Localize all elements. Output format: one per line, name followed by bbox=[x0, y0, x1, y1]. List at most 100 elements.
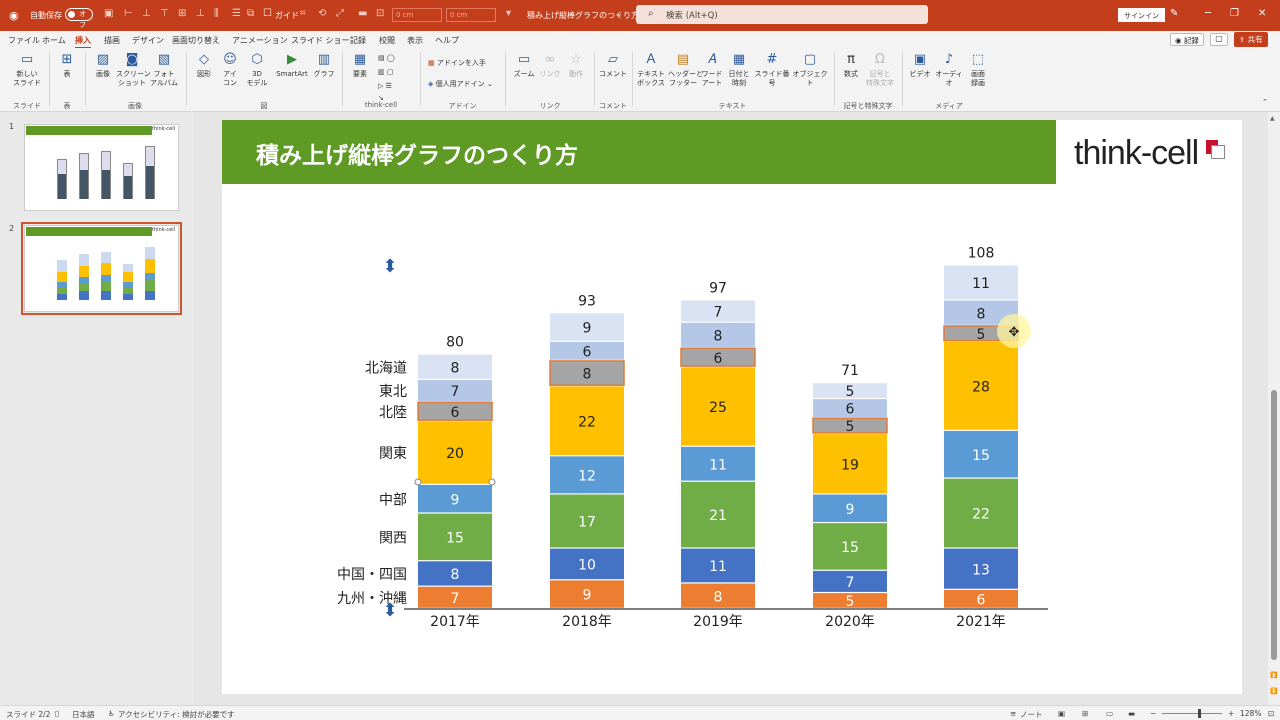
align-left-icon[interactable]: ⊢ bbox=[124, 8, 133, 19]
bar-segment[interactable] bbox=[550, 456, 624, 494]
align-bottom-icon[interactable]: ⊥ bbox=[196, 8, 205, 19]
zoom-out-icon[interactable]: − bbox=[1150, 709, 1157, 718]
comment-button[interactable]: ▱ コメント bbox=[599, 51, 627, 79]
bar-segment[interactable] bbox=[681, 300, 755, 322]
distribute-vertical-icon[interactable]: ☰ bbox=[232, 8, 241, 19]
group-icon[interactable]: ⧉ bbox=[247, 8, 255, 19]
close-icon[interactable]: ✕ bbox=[1258, 8, 1267, 19]
selection-handle[interactable] bbox=[488, 478, 496, 486]
tab-help[interactable]: ヘルプ bbox=[435, 36, 459, 45]
bar-segment[interactable] bbox=[550, 341, 624, 360]
reading-view-icon[interactable]: ▭ bbox=[1106, 709, 1114, 718]
bar-segment[interactable] bbox=[813, 523, 887, 570]
bar-segment[interactable] bbox=[944, 478, 1018, 548]
zoom-slider-handle[interactable] bbox=[1198, 709, 1201, 718]
tab-insert[interactable]: 挿入 bbox=[75, 35, 91, 49]
scroll-up-icon[interactable]: ▲ bbox=[1270, 115, 1275, 122]
zoom-slider[interactable] bbox=[1162, 713, 1222, 714]
bar-segment[interactable] bbox=[944, 589, 1018, 608]
title-dropdown-icon[interactable]: ⌄ bbox=[616, 9, 623, 18]
tab-design[interactable]: デザイン bbox=[132, 36, 164, 45]
bar-segment[interactable] bbox=[812, 417, 888, 434]
accessibility-status[interactable]: アクセシビリティ: 検討が必要です bbox=[118, 710, 235, 719]
tab-transitions[interactable]: 画面切り替え bbox=[172, 36, 220, 45]
thinkcell-small-icon-3[interactable]: ▷ ☰ bbox=[378, 82, 392, 90]
customize-qat-icon[interactable]: ▾ bbox=[506, 8, 512, 19]
tab-file[interactable]: ファイル bbox=[8, 36, 40, 45]
bar-segment[interactable] bbox=[418, 354, 492, 379]
width-field[interactable]: 0 cm bbox=[392, 8, 442, 22]
chart-button[interactable]: ▥ グラフ bbox=[312, 51, 336, 79]
tab-draw[interactable]: 描画 bbox=[104, 36, 120, 45]
bar-segment[interactable] bbox=[417, 401, 493, 421]
bar-segment[interactable] bbox=[680, 347, 756, 367]
slideshow-icon[interactable]: ▬ bbox=[1128, 709, 1136, 718]
new-slide-button[interactable]: ▭ 新しい スライド bbox=[10, 51, 44, 88]
zoom-button[interactable]: ▭ ズーム bbox=[511, 51, 537, 79]
bar-segment[interactable] bbox=[550, 580, 624, 608]
selection-handle[interactable] bbox=[414, 478, 422, 486]
format-icon[interactable]: ⊡ bbox=[376, 8, 385, 19]
tab-home[interactable]: ホーム bbox=[42, 36, 66, 45]
height-field[interactable]: 0 cm bbox=[446, 8, 496, 22]
bar-segment[interactable] bbox=[550, 548, 624, 580]
align-center-icon[interactable]: ⊥ bbox=[142, 8, 151, 19]
bar-segment[interactable] bbox=[944, 341, 1018, 430]
thinkcell-small-icon-1[interactable]: ▤ ◯ bbox=[378, 54, 395, 62]
action-button[interactable]: ☆ 動作 bbox=[564, 51, 588, 79]
bar-segment[interactable] bbox=[681, 322, 755, 348]
thinkcell-elements-button[interactable]: ▦ 要素 bbox=[348, 51, 372, 79]
bar-segment[interactable] bbox=[681, 367, 755, 446]
zoom-level[interactable]: 128% bbox=[1240, 709, 1262, 718]
slide-title[interactable]: 積み上げ縦棒グラフのつくり方 bbox=[256, 143, 578, 169]
bar-segment[interactable] bbox=[813, 570, 887, 592]
bar-segment[interactable] bbox=[550, 386, 624, 456]
restore-icon[interactable]: ❐ bbox=[1230, 8, 1239, 19]
photo-album-button[interactable]: ▧ フォト アルバム bbox=[148, 51, 180, 88]
screen-record-button[interactable]: ⬚ 画面 録画 bbox=[965, 51, 991, 88]
stacked-bar-chart[interactable]: 7 8 15 9 20 6 7 8 80 2017年 9 10 17 12 22 8 6 9 93 2018年 8 11 2… bbox=[222, 120, 1242, 694]
resize-handle-top[interactable]: ⬍ bbox=[382, 256, 397, 277]
tab-record[interactable]: 記録 bbox=[350, 36, 366, 45]
bar-segment[interactable] bbox=[813, 399, 887, 417]
fill-icon[interactable]: ▬ bbox=[358, 8, 368, 19]
bar-segment[interactable] bbox=[418, 421, 492, 484]
bar-segment[interactable] bbox=[550, 313, 624, 341]
next-slide-icon[interactable]: ⏬ bbox=[1270, 688, 1278, 695]
language-indicator[interactable]: 日本語 bbox=[72, 710, 95, 719]
textbox-button[interactable]: Ａ テキスト ボックス bbox=[636, 51, 666, 88]
zoom-in-icon[interactable]: + bbox=[1228, 709, 1235, 718]
bar-segment[interactable] bbox=[681, 583, 755, 608]
get-addins-button[interactable]: ▦ アドインを入手 bbox=[428, 58, 486, 68]
tab-slideshow[interactable]: スライド ショー bbox=[291, 36, 350, 45]
resize-icon[interactable]: ⤢ bbox=[336, 8, 344, 19]
thinkcell-small-icon-2[interactable]: ▥ ▢ bbox=[378, 68, 394, 76]
bar-segment[interactable] bbox=[550, 494, 624, 548]
share-button[interactable]: ⇪ 共有 bbox=[1234, 32, 1268, 47]
resize-handle-bottom[interactable]: ⬍ bbox=[382, 600, 397, 621]
bar-segment[interactable] bbox=[813, 593, 887, 608]
scrollbar-thumb[interactable] bbox=[1271, 390, 1277, 660]
datetime-button[interactable]: ▦ 日付と 時刻 bbox=[727, 51, 751, 88]
distribute-horizontal-icon[interactable]: ⫼ bbox=[214, 8, 219, 19]
bar-segment[interactable] bbox=[418, 561, 492, 586]
record-button[interactable]: ◉ 記録 bbox=[1170, 33, 1204, 46]
notes-button[interactable]: ノート bbox=[1020, 710, 1043, 719]
my-addins-button[interactable]: ◈ 個人用アドイン ⌄ bbox=[428, 79, 493, 89]
normal-view-icon[interactable]: ▣ bbox=[1058, 709, 1066, 718]
autosave-toggle[interactable]: オフ bbox=[65, 8, 93, 29]
comments-button[interactable]: ▢ bbox=[1210, 33, 1228, 46]
pen-icon[interactable]: ✎ bbox=[1170, 8, 1179, 19]
slide-number-button[interactable]: # スライド番号 bbox=[753, 51, 791, 88]
crop-icon[interactable]: ⌗ bbox=[300, 8, 306, 19]
shapes-button[interactable]: ◇ 図形 bbox=[192, 51, 216, 79]
tab-view[interactable]: 表示 bbox=[407, 36, 423, 45]
bar-segment[interactable] bbox=[418, 484, 492, 513]
bar-segment[interactable] bbox=[418, 513, 492, 561]
collapse-ribbon-icon[interactable]: ⌃ bbox=[1262, 98, 1268, 106]
align-middle-icon[interactable]: ⊞ bbox=[178, 8, 187, 19]
bar-segment[interactable] bbox=[681, 446, 755, 481]
cursor-highlight[interactable] bbox=[997, 314, 1031, 348]
bar-segment[interactable] bbox=[681, 548, 755, 583]
slide-thumbnail-2[interactable]: think-cell bbox=[21, 222, 182, 315]
